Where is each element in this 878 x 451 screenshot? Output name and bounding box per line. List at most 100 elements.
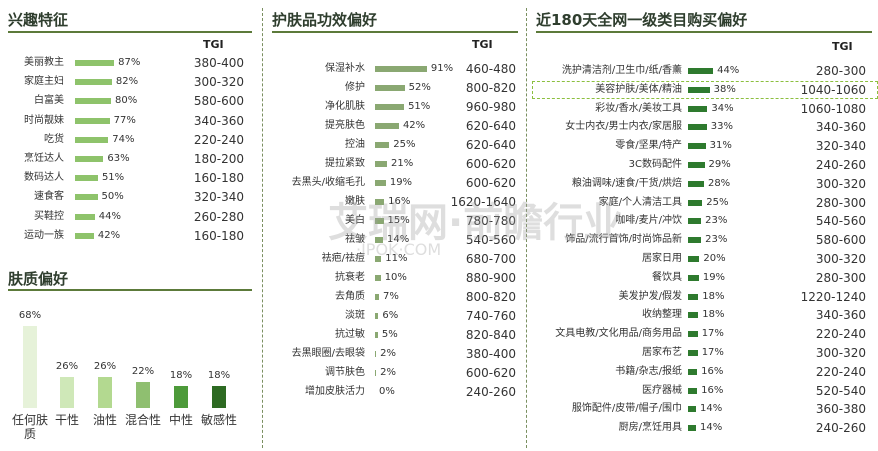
tgi-value: 360-380 [815,402,866,417]
bar-value: 63% [107,153,130,164]
tgi-value: 580-600 [815,233,866,248]
bar-label: 美白 [345,215,365,226]
bar-label: 零食/坚果/特产 [615,140,682,152]
bar [23,326,37,408]
bar-value: 74% [112,133,135,145]
tgi-value: 380-400 [465,347,516,361]
tgi-value: 260-280 [193,209,244,224]
bar-value: 31% [709,140,732,152]
bar-value: 2% [380,348,396,359]
bar [688,124,707,131]
bar [75,232,94,239]
panel-divider-skincare [272,31,518,33]
tgi-value: 680-700 [465,252,516,266]
bar-label: 嫩肤 [345,196,365,207]
category-label: 油性 [92,413,117,427]
bar-value: 5% [381,329,398,340]
bar [688,368,698,375]
bar-label: 调节肤色 [325,367,365,378]
tgi-value: 620-640 [465,119,516,133]
tgi-value: 180-200 [193,152,244,166]
tgi-value: 600-620 [465,157,516,171]
bar-label: 饰品/流行首饰/时尚饰品新 [565,234,682,246]
bar-value: 25% [706,196,729,208]
category-label: 中性 [168,413,193,427]
bar-value: 16% [701,365,724,377]
bar [375,123,399,129]
bar-value: 26% [93,360,117,372]
bar-label: 文具电教/文化用品/商务用品 [555,328,682,340]
bar-value: 51% [101,172,125,184]
bar [375,104,405,110]
skin-type-chart: 68% 任何肤质 26% 干性 26% 油性 22% 混合性 18% 中性 18% 敏感性 [0,300,260,441]
bar-label: 女士内衣/男士内衣/家居服 [565,121,682,133]
bar-value: 34% [711,102,734,114]
bar-value: 22% [131,365,155,377]
bar-label: 祛疤/祛痘 [321,253,365,264]
bar [375,351,377,357]
bar [75,156,104,162]
bar [375,237,383,243]
bar [375,161,387,167]
bar-value: 25% [393,139,416,150]
bar [375,275,381,281]
tgi-value: 880-900 [465,271,516,285]
bar-value: 91% [430,63,454,74]
bar-value: 87% [118,57,141,68]
bar [375,313,379,319]
tgi-value: 160-180 [193,228,244,243]
bar-label: 餐饮具 [652,271,682,283]
bar-value: 16% [388,196,411,207]
bar-value: 68% [18,310,42,322]
tgi-value: 1620-1640 [450,195,516,209]
bar-value: 17% [701,347,724,358]
bar-label: 时尚靓妹 [24,114,64,126]
bar-value: 2% [380,367,396,378]
tgi-header-interest: TGI [203,38,224,51]
tgi-value: 220-240 [815,327,866,342]
bar-label: 家庭/个人清洁工具 [598,196,682,208]
bar-value: 18% [702,309,725,321]
bar-value: 6% [382,310,399,321]
bar-value: 10% [384,272,407,283]
bar [75,60,115,66]
bar-label: 淡斑 [345,310,365,321]
category-label: 混合性 [124,413,161,427]
bar-value: 82% [115,76,139,88]
bar-value: 20% [703,253,726,264]
tgi-value: 280-300 [815,64,866,78]
tgi-value: 300-320 [815,346,866,360]
bar-value: 26% [55,360,79,372]
tgi-value: 620-640 [465,138,516,152]
panel-title-skin-type: 肤质偏好 [8,270,69,288]
bar-label: 提拉紧致 [325,158,365,169]
bar-label: 速食客 [34,191,64,203]
bar-value: 80% [115,95,138,107]
bar-value: 21% [390,158,414,169]
bar-label: 祛皱 [345,234,365,245]
bar-label: 厨房/烹饪用具 [618,422,682,434]
tgi-value: 220-240 [193,132,244,147]
bar-label: 服饰配件/皮带/帽子/围巾 [571,403,682,415]
bar [688,350,698,356]
category-label: 干性 [54,413,79,427]
bar [75,79,112,86]
bar-label: 去黑眼圈/去眼袋 [291,348,365,359]
panel-title-skincare-effects: 护肤品功效偏好 [272,11,378,29]
bar-label: 3C数码配件 [628,159,682,170]
bar-label: 净化肌肤 [325,101,365,112]
tgi-value: 540-560 [465,233,516,247]
bar-label: 烹饪达人 [24,153,64,164]
bar [375,256,382,262]
tgi-value: 1220-1240 [800,289,866,304]
bar-label: 增加皮肤活力 [305,386,365,397]
bar-label: 运动一族 [24,229,64,241]
tgi-header-category: TGI [832,40,853,53]
bar [688,86,710,93]
bar-label: 居家日用 [642,253,682,264]
bar-label: 抗衰老 [335,272,365,283]
tgi-value: 160-180 [193,171,244,186]
bar-value: 23% [705,215,728,227]
bar [375,66,427,72]
tgi-value: 320-340 [815,139,866,154]
